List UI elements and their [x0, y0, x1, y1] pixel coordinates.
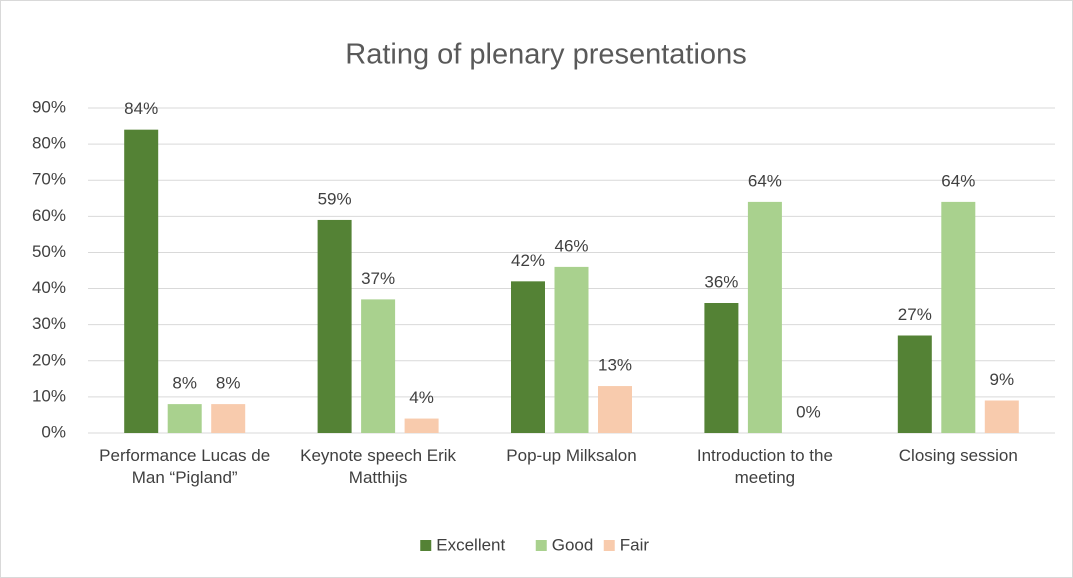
bar [211, 404, 246, 433]
bar [598, 386, 632, 433]
y-tick-label: 30% [32, 314, 66, 333]
legend-label: Good [552, 535, 594, 554]
y-tick-label: 0% [41, 422, 66, 441]
data-label: 13% [598, 356, 632, 375]
y-tick-label: 70% [32, 170, 66, 189]
data-label: 27% [898, 305, 932, 324]
bar [361, 299, 396, 433]
bar [317, 219, 352, 433]
data-label: 4% [409, 388, 434, 407]
y-tick-label: 10% [32, 386, 66, 405]
data-label: 46% [554, 236, 588, 255]
bar [984, 400, 1019, 433]
y-tick-label: 50% [32, 242, 66, 261]
bar [747, 201, 782, 433]
bar [124, 129, 159, 433]
data-label: 42% [511, 251, 545, 270]
x-tick-label: Closing session [898, 446, 1018, 465]
bar [554, 266, 589, 433]
y-tick-label: 80% [32, 134, 66, 153]
bar [897, 335, 932, 433]
bar [511, 281, 545, 433]
bar [167, 404, 202, 433]
data-label: 37% [361, 269, 395, 288]
data-label: 0% [796, 402, 821, 421]
legend-label: Fair [620, 535, 650, 554]
legend-swatch [535, 540, 547, 551]
chart-title: Rating of plenary presentations [345, 39, 746, 71]
y-tick-label: 60% [32, 206, 66, 225]
x-tick-label: Pop-up Milksalon [506, 446, 637, 465]
x-tick-label: Performance Lucas de Man “Pigland” [99, 446, 271, 487]
data-label: 84% [124, 99, 158, 118]
y-tick-label: 90% [32, 97, 66, 116]
legend-swatch [420, 540, 432, 551]
x-tick-label: Keynote speech Erik Matthijs [300, 446, 457, 487]
data-label: 64% [941, 171, 975, 190]
bar [404, 418, 439, 433]
data-label: 8% [216, 374, 241, 393]
x-tick-label: Introduction to the meeting [696, 446, 833, 487]
bar [704, 303, 739, 433]
legend-swatch [603, 540, 615, 551]
data-label: 64% [748, 171, 782, 190]
y-tick-label: 40% [32, 278, 66, 297]
legend-label: Excellent [436, 535, 505, 554]
data-label: 59% [318, 189, 352, 208]
y-tick-label: 20% [32, 350, 66, 369]
data-label: 9% [990, 370, 1015, 389]
data-label: 36% [704, 272, 738, 291]
bar [941, 201, 976, 433]
data-label: 8% [172, 374, 197, 393]
